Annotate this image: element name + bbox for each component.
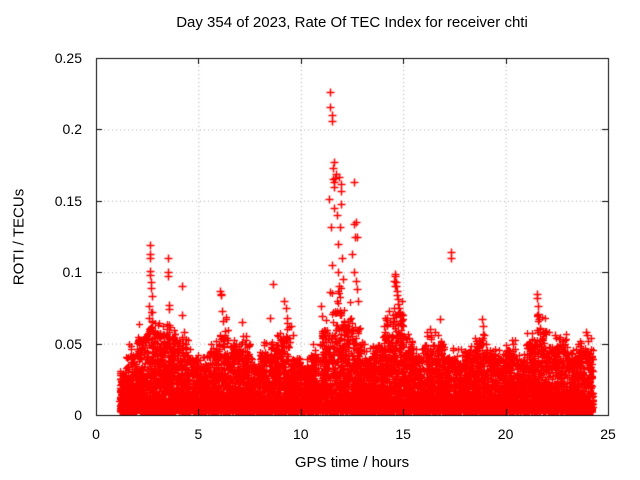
y-tick-label: 0.25 [54,50,82,66]
chart-title: Day 354 of 2023, Rate Of TEC Index for r… [176,14,528,31]
x-tick-label: 5 [194,426,203,442]
y-tick-label: 0 [74,407,82,423]
x-tick-label: 25 [600,426,616,442]
y-tick-label: 0.1 [62,264,82,281]
y-tick-label: 0.05 [54,335,82,352]
y-tick-label: 0.2 [62,121,82,138]
x-tick-label: 0 [92,426,100,442]
x-tick-label: 20 [497,426,514,442]
y-tick-label: 0.15 [54,192,82,209]
x-tick-label: 10 [293,426,309,442]
x-axis-label: GPS time / hours [294,454,410,471]
x-tick-label: 15 [395,426,411,442]
